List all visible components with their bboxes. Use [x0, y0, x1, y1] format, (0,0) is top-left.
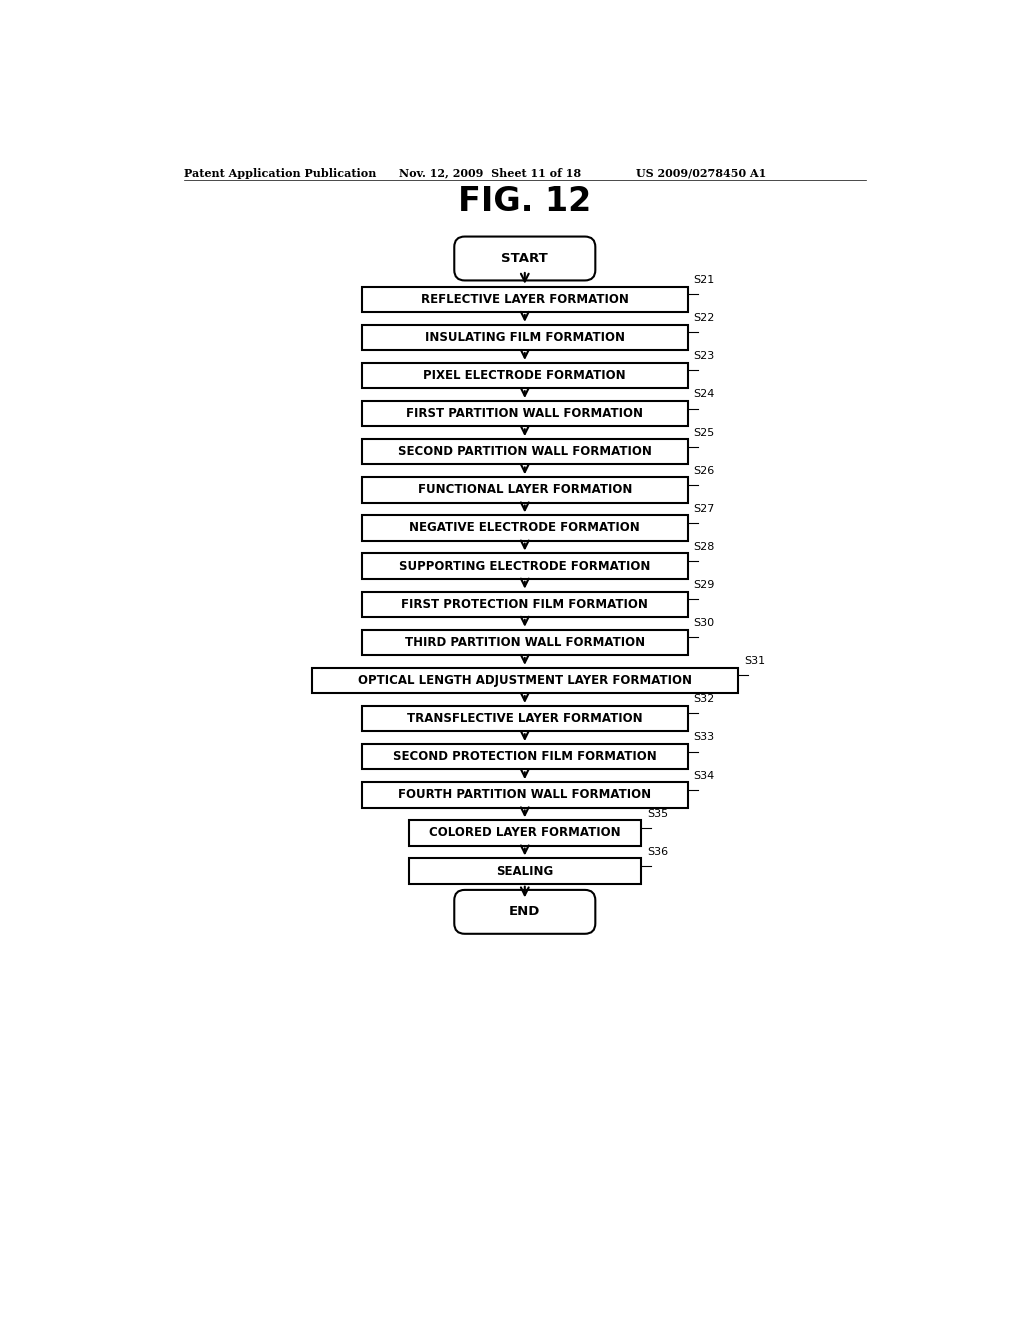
- Bar: [362, 781, 687, 808]
- Text: S23: S23: [693, 351, 715, 362]
- Text: S28: S28: [693, 543, 715, 552]
- Text: US 2009/0278450 A1: US 2009/0278450 A1: [636, 168, 766, 178]
- FancyBboxPatch shape: [455, 236, 595, 280]
- Bar: [362, 477, 687, 503]
- Bar: [362, 286, 687, 312]
- Text: S34: S34: [693, 771, 715, 780]
- Text: S27: S27: [693, 504, 715, 513]
- Text: S32: S32: [693, 694, 715, 705]
- Text: FIRST PROTECTION FILM FORMATION: FIRST PROTECTION FILM FORMATION: [401, 598, 648, 611]
- Text: SEALING: SEALING: [497, 865, 553, 878]
- Text: S35: S35: [647, 809, 669, 818]
- Bar: [362, 401, 687, 426]
- Text: S31: S31: [744, 656, 765, 667]
- Text: FUNCTIONAL LAYER FORMATION: FUNCTIONAL LAYER FORMATION: [418, 483, 632, 496]
- Bar: [362, 630, 687, 655]
- Text: SUPPORTING ELECTRODE FORMATION: SUPPORTING ELECTRODE FORMATION: [399, 560, 650, 573]
- Text: S21: S21: [693, 275, 715, 285]
- Text: FIRST PARTITION WALL FORMATION: FIRST PARTITION WALL FORMATION: [407, 407, 643, 420]
- FancyBboxPatch shape: [455, 890, 595, 933]
- Text: NEGATIVE ELECTRODE FORMATION: NEGATIVE ELECTRODE FORMATION: [410, 521, 640, 535]
- Text: COLORED LAYER FORMATION: COLORED LAYER FORMATION: [429, 826, 621, 840]
- Text: Patent Application Publication: Patent Application Publication: [183, 168, 376, 178]
- Text: TRANSFLECTIVE LAYER FORMATION: TRANSFLECTIVE LAYER FORMATION: [407, 711, 643, 725]
- Bar: [362, 325, 687, 350]
- Text: Nov. 12, 2009  Sheet 11 of 18: Nov. 12, 2009 Sheet 11 of 18: [399, 168, 582, 178]
- Text: SECOND PROTECTION FILM FORMATION: SECOND PROTECTION FILM FORMATION: [393, 750, 656, 763]
- Text: THIRD PARTITION WALL FORMATION: THIRD PARTITION WALL FORMATION: [404, 636, 645, 649]
- Text: END: END: [509, 906, 541, 919]
- Bar: [409, 820, 641, 846]
- Text: REFLECTIVE LAYER FORMATION: REFLECTIVE LAYER FORMATION: [421, 293, 629, 306]
- Text: PIXEL ELECTRODE FORMATION: PIXEL ELECTRODE FORMATION: [424, 370, 626, 381]
- Text: FIG. 12: FIG. 12: [458, 185, 592, 218]
- Text: OPTICAL LENGTH ADJUSTMENT LAYER FORMATION: OPTICAL LENGTH ADJUSTMENT LAYER FORMATIO…: [357, 675, 692, 686]
- Bar: [409, 858, 641, 883]
- Text: S26: S26: [693, 466, 715, 475]
- Bar: [362, 706, 687, 731]
- Text: S24: S24: [693, 389, 715, 400]
- Bar: [362, 440, 687, 465]
- Bar: [362, 591, 687, 616]
- Bar: [311, 668, 738, 693]
- Bar: [362, 363, 687, 388]
- Text: S25: S25: [693, 428, 715, 437]
- Text: INSULATING FILM FORMATION: INSULATING FILM FORMATION: [425, 331, 625, 345]
- Text: S22: S22: [693, 313, 715, 323]
- Text: S29: S29: [693, 579, 715, 590]
- Text: S36: S36: [647, 847, 669, 857]
- Text: START: START: [502, 252, 548, 265]
- Bar: [362, 515, 687, 541]
- Text: S30: S30: [693, 618, 715, 628]
- Bar: [362, 553, 687, 578]
- Text: SECOND PARTITION WALL FORMATION: SECOND PARTITION WALL FORMATION: [398, 445, 651, 458]
- Bar: [362, 744, 687, 770]
- Text: S33: S33: [693, 733, 715, 742]
- Text: FOURTH PARTITION WALL FORMATION: FOURTH PARTITION WALL FORMATION: [398, 788, 651, 801]
